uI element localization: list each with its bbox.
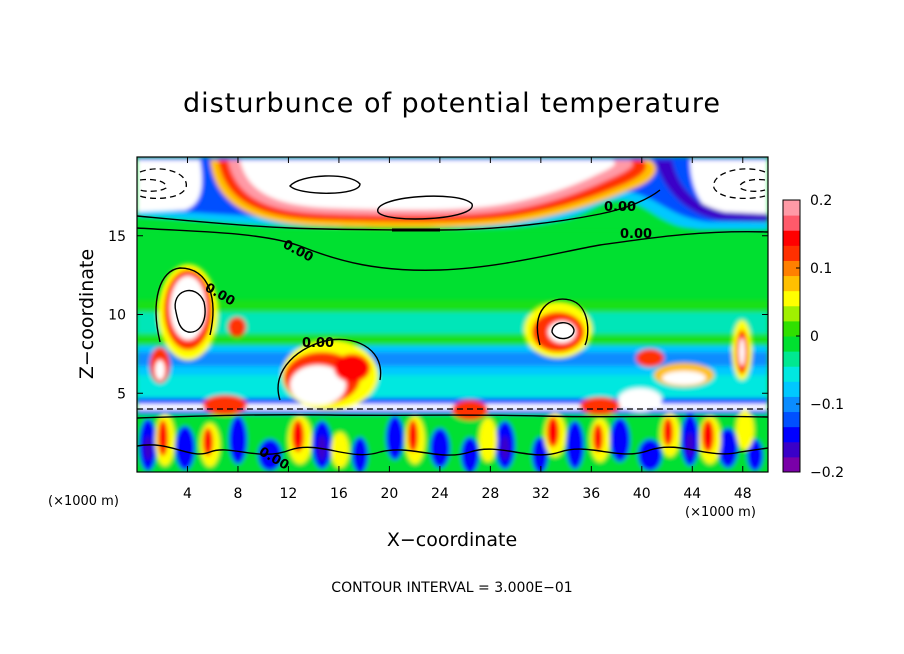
x-tick-label: 20 xyxy=(380,486,398,502)
colorbar-segment xyxy=(783,396,800,413)
colorbar-segment xyxy=(783,381,800,397)
contour-interval-note: CONTOUR INTERVAL = 3.000E−01 xyxy=(331,580,572,596)
y-ticks: 5 10 15 xyxy=(108,229,768,402)
colorbar-segment xyxy=(783,426,800,443)
y-tick-label: 5 xyxy=(117,386,126,402)
x-unit-right: (×1000 m) xyxy=(685,505,756,520)
x-tick-label: 16 xyxy=(330,486,348,502)
y-tick-label: 15 xyxy=(108,229,126,245)
x-tick-label: 40 xyxy=(633,486,651,502)
colorbar-segment xyxy=(783,305,800,322)
x-ticks: 4 8 12 16 20 24 28 32 36 40 44 48 xyxy=(183,157,752,502)
x-axis-label: X−coordinate xyxy=(387,529,517,551)
colorbar-segment xyxy=(783,275,800,292)
colorbar-segment xyxy=(783,456,800,473)
colorbar-tick-label: −0.1 xyxy=(810,397,844,413)
colorbar-segment xyxy=(783,200,800,216)
colorbar-tick-label: −0.2 xyxy=(810,465,844,481)
colorbar-segment xyxy=(783,351,800,367)
x-tick-label: 48 xyxy=(734,486,752,502)
y-tick-label: 10 xyxy=(108,308,126,324)
temperature-field: 0.00 0.00 0.00 0.00 0.00 0.00 xyxy=(137,157,768,472)
x-tick-label: 36 xyxy=(582,486,600,502)
x-tick-label: 32 xyxy=(532,486,550,502)
colorbar-segment xyxy=(783,336,800,352)
colorbar-tick-label: 0 xyxy=(810,329,819,345)
x-tick-label: 4 xyxy=(183,486,192,502)
colorbar-tick-label: 0.1 xyxy=(810,261,832,277)
colorbar xyxy=(783,200,800,473)
colorbar-segment xyxy=(783,230,800,246)
colorbar-segment xyxy=(783,290,800,307)
y-axis-label: Z−coordinate xyxy=(76,249,98,379)
contour-label-1: 0.00 xyxy=(604,200,636,215)
x-tick-label: 8 xyxy=(233,486,242,502)
contour-label-2: 0.00 xyxy=(620,227,652,242)
x-unit-left: (×1000 m) xyxy=(48,494,119,509)
colorbar-tick-label: 0.2 xyxy=(810,193,832,209)
x-tick-label: 28 xyxy=(481,486,499,502)
chart-title: disturbunce of potential temperature xyxy=(183,88,721,119)
colorbar-segment xyxy=(783,320,800,337)
colorbar-segment xyxy=(783,245,800,261)
colorbar-segment xyxy=(783,260,800,277)
colorbar-ticks: 0.2 0.1 0 −0.1 −0.2 xyxy=(796,193,844,481)
x-tick-label: 24 xyxy=(431,486,449,502)
x-tick-label: 12 xyxy=(280,486,298,502)
x-tick-label: 44 xyxy=(683,486,701,502)
colorbar-segment xyxy=(783,215,800,231)
colorbar-segment xyxy=(783,366,800,382)
colorbar-segment xyxy=(783,411,800,428)
colorbar-segment xyxy=(783,441,800,458)
contour-label-5: 0.00 xyxy=(302,336,334,351)
